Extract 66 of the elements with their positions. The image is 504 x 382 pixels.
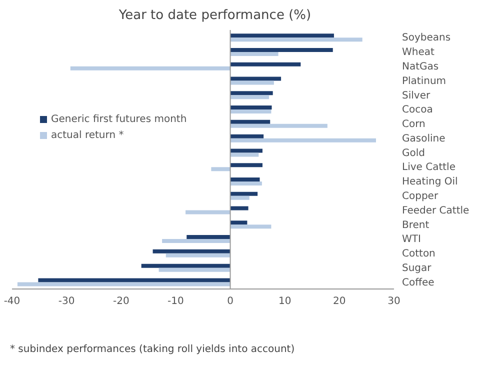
y-tick-label: Copper bbox=[402, 191, 439, 202]
y-tick-label: Sugar bbox=[402, 262, 432, 274]
bar bbox=[230, 106, 272, 110]
y-tick-label: Brent bbox=[402, 220, 430, 231]
bar bbox=[230, 134, 264, 138]
bar bbox=[230, 95, 270, 100]
bar bbox=[230, 196, 250, 200]
y-tick-label: Coffee bbox=[402, 277, 434, 288]
y-tick-label: Cotton bbox=[402, 248, 436, 260]
y-tick-label: WTI bbox=[402, 234, 421, 246]
bar bbox=[230, 80, 274, 85]
bar bbox=[70, 66, 230, 70]
x-tick-label: 30 bbox=[388, 296, 400, 308]
chart-title: Year to date performance (%) bbox=[118, 8, 312, 23]
bar bbox=[230, 120, 270, 124]
y-tick-label: Soybeans bbox=[402, 32, 451, 44]
bar bbox=[230, 220, 248, 225]
bar bbox=[158, 268, 230, 272]
legend-label: actual return * bbox=[51, 130, 124, 141]
y-tick-label: Gasoline bbox=[402, 133, 446, 144]
bar bbox=[230, 192, 258, 196]
bar bbox=[230, 181, 262, 186]
bar bbox=[230, 224, 272, 229]
x-tick-label: -40 bbox=[4, 296, 20, 308]
x-tick-label: -30 bbox=[58, 296, 75, 308]
y-tick-label: Cocoa bbox=[402, 104, 433, 116]
bar bbox=[230, 163, 262, 168]
x-tick-label: 20 bbox=[333, 296, 346, 308]
bar bbox=[186, 210, 230, 214]
bar bbox=[141, 264, 230, 268]
y-tick-label: Gold bbox=[402, 148, 425, 159]
y-tick-label: Heating Oil bbox=[402, 176, 458, 188]
bar bbox=[230, 91, 273, 96]
bar bbox=[162, 239, 230, 244]
y-tick-label: Corn bbox=[402, 119, 426, 130]
y-tick-label: Silver bbox=[402, 90, 431, 102]
bar bbox=[230, 138, 376, 142]
x-tick-label: -10 bbox=[168, 296, 184, 308]
x-tick-label: 0 bbox=[227, 296, 234, 308]
y-tick-label: NatGas bbox=[402, 62, 439, 73]
bar bbox=[38, 278, 230, 282]
bar bbox=[230, 62, 301, 66]
bar bbox=[230, 76, 282, 81]
text: * subindex performances (taking roll yields into account) bbox=[10, 344, 295, 355]
x-tick-label: -20 bbox=[112, 296, 130, 308]
y-tick-label: Live Cattle bbox=[402, 162, 456, 174]
bar bbox=[230, 48, 333, 52]
bar bbox=[230, 177, 260, 182]
bar bbox=[186, 235, 230, 240]
bar bbox=[211, 167, 230, 172]
y-tick-label: Feeder Cattle bbox=[402, 205, 470, 216]
bar bbox=[230, 148, 262, 153]
bar bbox=[166, 253, 230, 258]
bar bbox=[230, 34, 334, 38]
bar bbox=[230, 110, 272, 114]
bar bbox=[230, 206, 248, 210]
bar bbox=[230, 38, 362, 42]
bar bbox=[17, 282, 230, 286]
y-tick-label: Platinum bbox=[402, 76, 446, 87]
legend-label: Generic first futures month bbox=[51, 114, 187, 125]
x-tick-label: 10 bbox=[278, 296, 292, 308]
y-tick-label: Wheat bbox=[402, 47, 435, 58]
bar bbox=[230, 124, 328, 128]
bar bbox=[230, 152, 259, 157]
bar bbox=[152, 249, 230, 254]
bar bbox=[230, 52, 278, 56]
